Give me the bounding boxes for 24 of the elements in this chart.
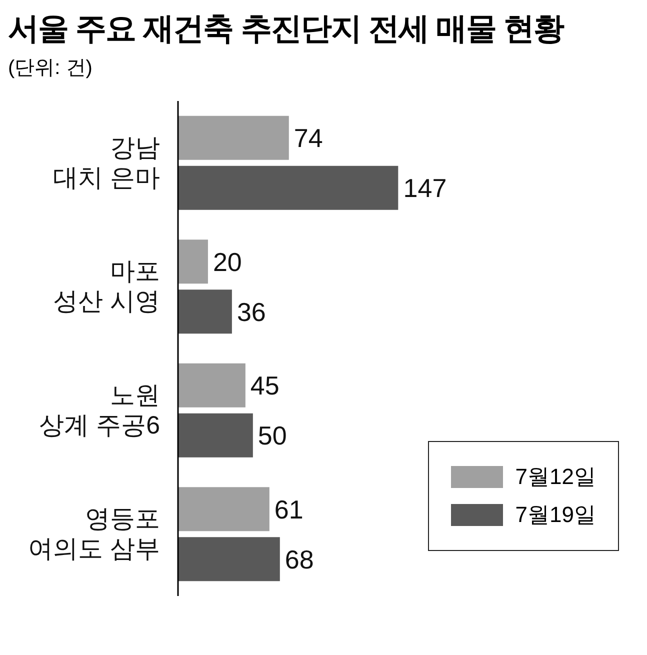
- data-label: 36: [236, 296, 266, 327]
- chart-subtitle: (단위: 건): [8, 56, 94, 81]
- legend-label: 7월12일: [515, 463, 596, 491]
- bar: [178, 363, 246, 408]
- legend-label: 7월19일: [515, 501, 596, 529]
- bar: [178, 413, 253, 458]
- data-label: 74: [294, 123, 323, 154]
- bar: [178, 487, 270, 532]
- data-label: 20: [212, 246, 242, 277]
- y-tick-label: 강남 대치 은마: [53, 134, 160, 192]
- y-tick-label: 영등포 여의도 삼부: [28, 505, 160, 564]
- y-tick-label: 마포 성산 시영: [53, 258, 160, 316]
- data-label: 50: [258, 420, 287, 451]
- bar: [178, 116, 289, 160]
- bar: [178, 537, 280, 582]
- chart-title: 서울 주요 재건축 추진단지 전세 매물 현황: [8, 10, 566, 48]
- data-label: 147: [403, 173, 447, 204]
- data-label: 61: [274, 494, 304, 524]
- bar: [178, 290, 232, 334]
- y-tick-label: 노원 상계 주공6: [39, 381, 160, 440]
- data-label: 68: [284, 544, 314, 574]
- bar: [178, 166, 398, 210]
- data-label: 45: [250, 370, 280, 401]
- bar: [178, 240, 208, 284]
